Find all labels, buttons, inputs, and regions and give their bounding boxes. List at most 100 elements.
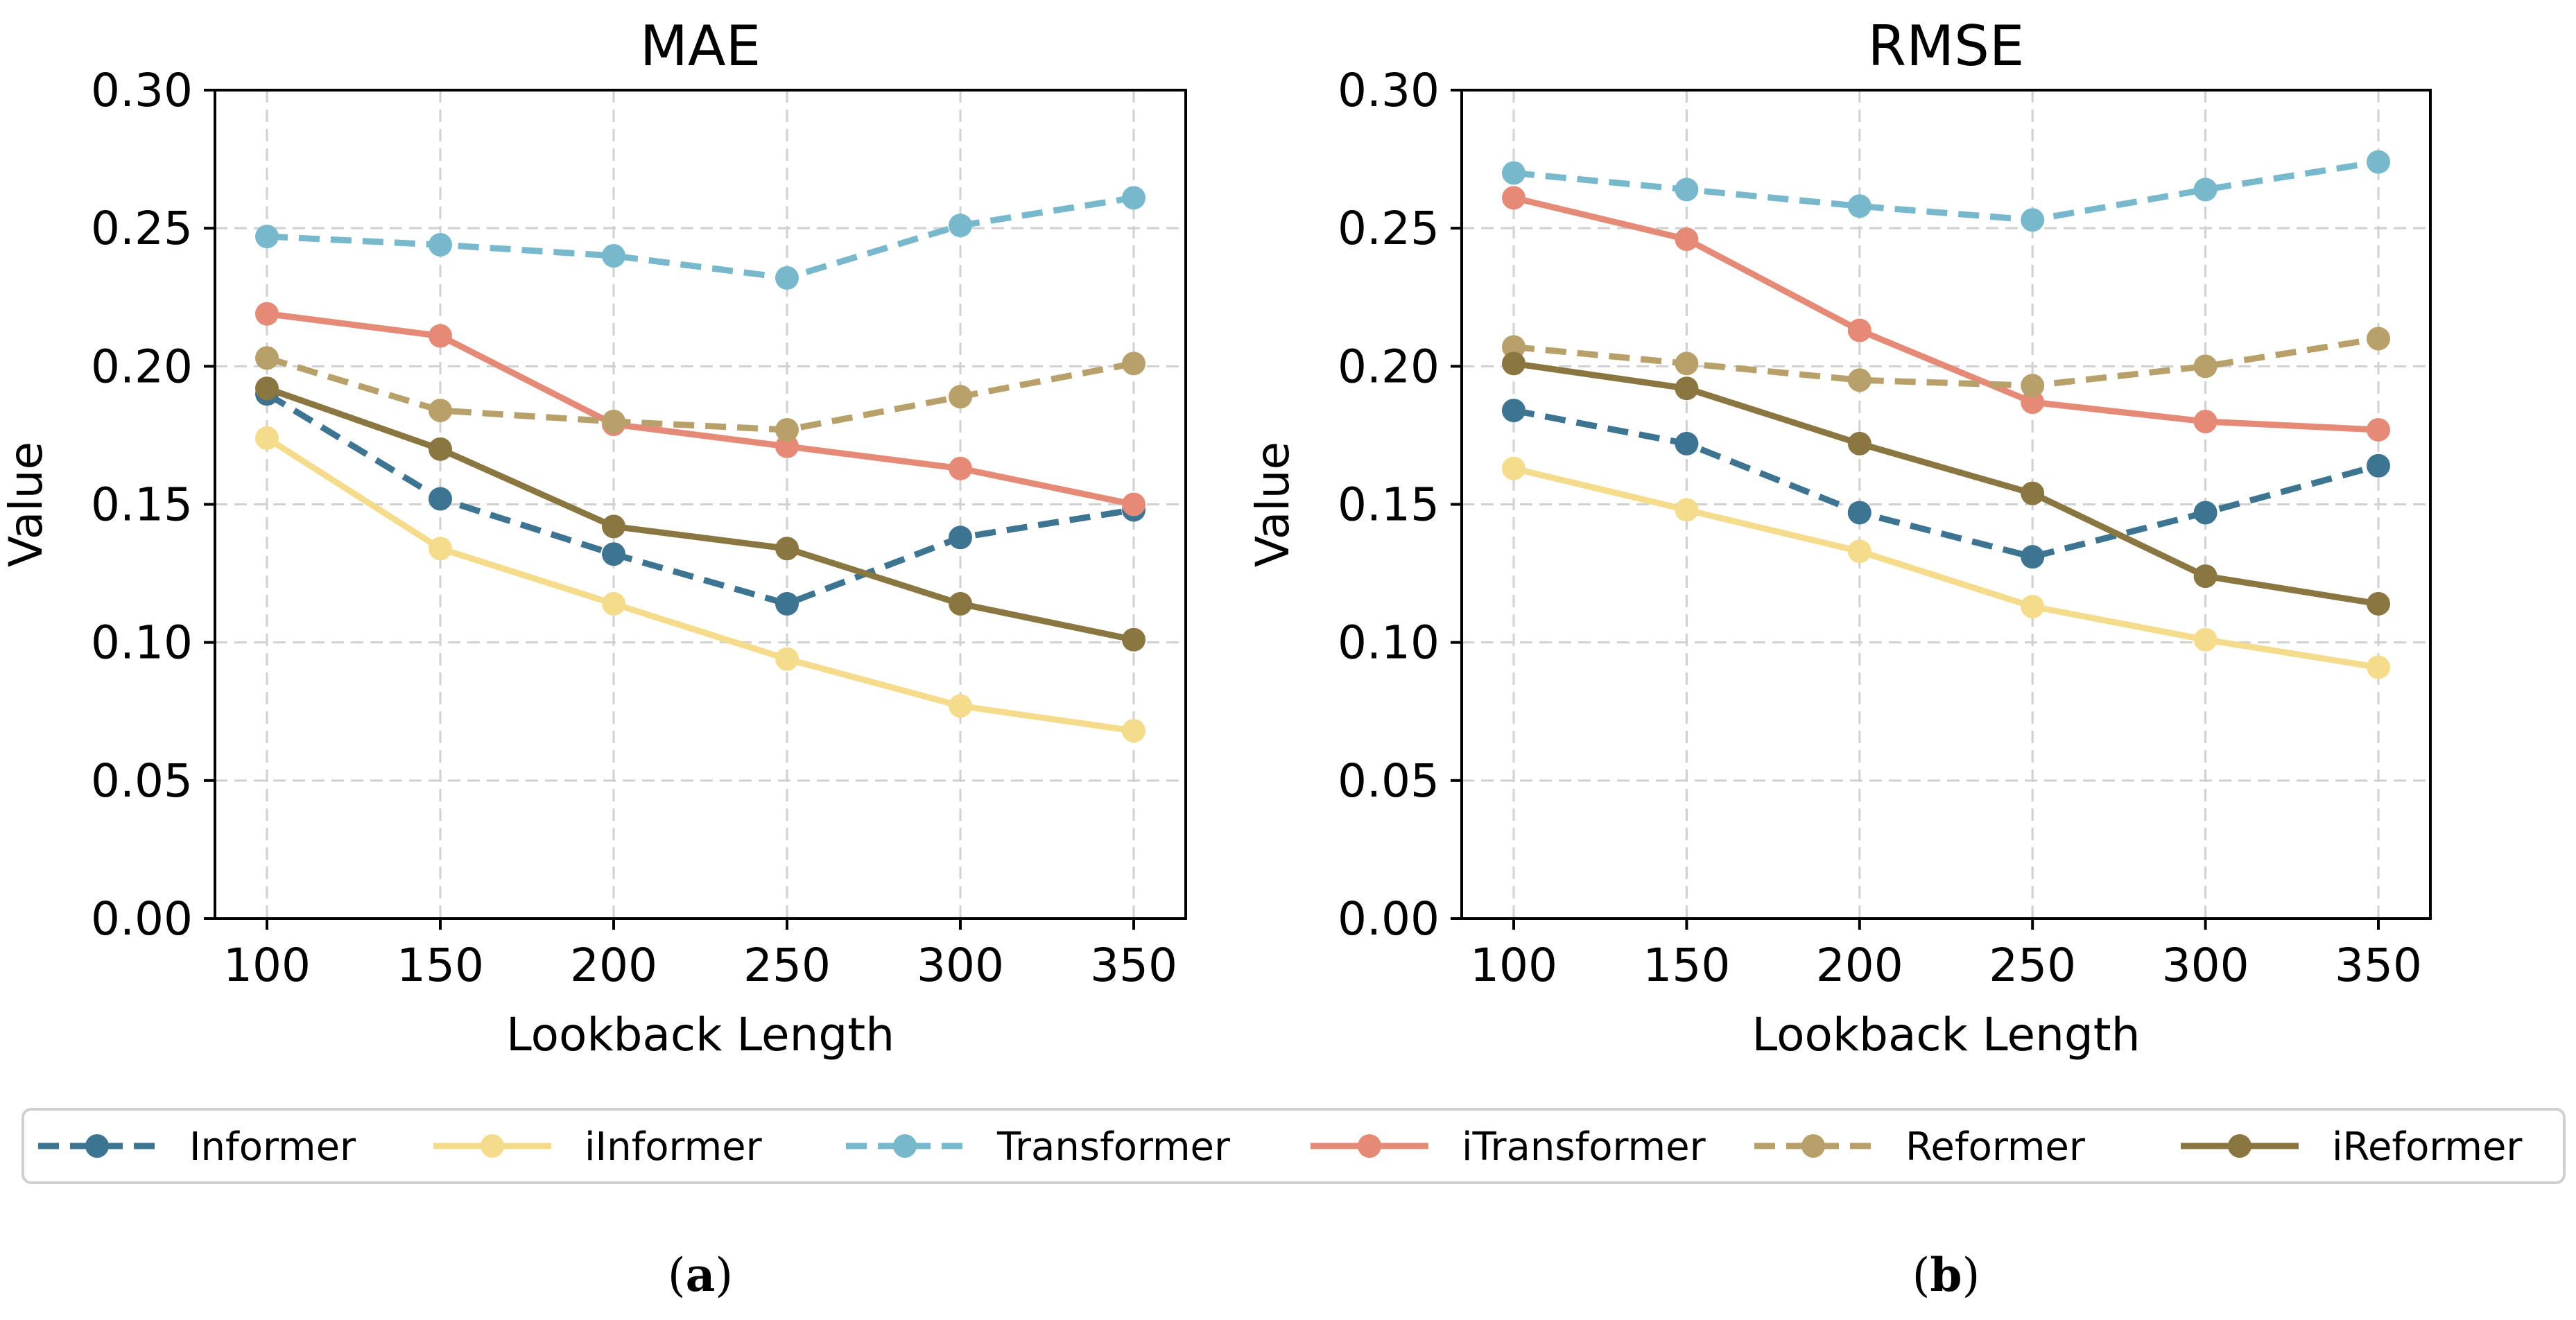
data-point-iinformer [602,591,625,616]
data-point-iinformer [2021,594,2045,618]
data-point-reformer [2021,374,2045,398]
legend-box [21,1108,2566,1184]
x-tick-label: 150 [397,939,484,992]
data-point-reformer [602,410,625,433]
series-line-ireformer [1513,360,2379,607]
data-point-transformer [2193,177,2218,202]
series-group [255,186,1146,743]
data-point-transformer [775,266,799,290]
x-tick-label: 250 [743,939,831,992]
x-tick-label: 100 [1470,939,1557,992]
legend-marker-itransformer [1358,1134,1381,1158]
panel-caption: (b) [1912,1248,1980,1302]
legend-label-informer: Informer [189,1124,356,1170]
y-tick-label: 0.05 [91,754,193,808]
y-tick-label: 0.25 [91,202,193,255]
series-line-transformer [266,194,1134,281]
x-axis-label: Lookback Length [506,1008,894,1061]
data-point-informer [429,487,452,511]
data-point-ireformer [429,437,452,461]
legend-label-ireformer: iReformer [2332,1124,2523,1170]
y-tick-label: 0.00 [1338,892,1440,946]
data-point-informer [1502,399,1525,423]
data-point-iinformer [1122,719,1146,743]
chart-panel-rmse: 100 150 200 250 300 350 0.00 0.05 0.10 0.15 0.20 0.… [1246,14,2432,1302]
data-point-ireformer [2021,481,2045,505]
series-line-transformer [1513,159,2379,223]
data-point-reformer [255,346,279,370]
legend-item-iinformer: iInformer [433,1124,763,1170]
data-point-itransformer [2193,410,2218,433]
y-tick-label: 0.20 [91,340,193,393]
legend-item-transformer: Transformer [846,1124,1231,1170]
legend-marker-iinformer [481,1134,504,1158]
y-tick-label: 0.30 [91,64,193,117]
data-point-informer [2367,453,2390,478]
data-point-transformer [2021,208,2045,232]
data-point-reformer [1675,351,1699,376]
data-point-reformer [1502,335,1525,359]
data-point-transformer [949,214,972,238]
data-point-ireformer [1502,351,1525,376]
data-point-itransformer [1122,492,1146,516]
data-point-itransformer [255,302,279,326]
series-itransformer [1502,186,2390,442]
data-point-ireformer [1675,376,1699,401]
x-tick-label: 350 [2335,939,2422,992]
y-tick-label: 0.00 [91,892,193,946]
data-point-ireformer [1122,627,1146,652]
chart-title: RMSE [1868,14,2025,78]
data-point-iinformer [949,694,972,718]
legend-label-iinformer: iInformer [585,1124,763,1170]
x-tick-label: 150 [1643,939,1730,992]
y-axis-label: Value [0,442,53,567]
series-line-reformer [1513,336,2379,389]
data-point-transformer [1122,186,1146,210]
x-tick-label: 100 [223,939,311,992]
y-tick-label: 0.15 [1338,478,1440,532]
y-tick-label: 0.05 [1338,754,1440,808]
legend-item-informer: Informer [38,1124,356,1170]
data-point-ireformer [255,376,279,401]
data-point-ireformer [2193,564,2218,589]
series-transformer [1502,150,2390,232]
data-point-transformer [429,233,452,257]
data-point-iinformer [1675,498,1699,522]
legend-item-itransformer: iTransformer [1311,1124,1706,1170]
data-point-ireformer [2367,591,2390,616]
chart-title: MAE [640,14,761,78]
data-point-iinformer [775,647,799,671]
data-point-transformer [1502,161,1525,185]
data-point-itransformer [2367,417,2390,442]
data-point-transformer [1847,194,1872,218]
data-point-informer [1847,501,1872,525]
y-tick-label: 0.20 [1338,340,1440,393]
data-point-ireformer [602,514,625,539]
series-itransformer [255,302,1146,516]
data-point-reformer [2193,354,2218,379]
data-point-informer [2021,545,2045,569]
data-point-itransformer [2021,390,2045,415]
x-tick-label: 200 [570,939,657,992]
chart-panels: 100 150 200 250 300 350 0.00 0.05 0.10 0.15 0.20 0.… [0,14,2432,1302]
data-point-transformer [602,244,625,268]
y-tick-label: 0.10 [1338,616,1440,670]
series-line-reformer [266,355,1134,433]
data-point-itransformer [429,324,452,348]
y-axis-label: Value [1246,442,1299,567]
data-point-iinformer [429,537,452,561]
data-point-itransformer [775,434,799,458]
series-ireformer [1502,351,2390,616]
legend-label-reformer: Reformer [1905,1124,2086,1170]
data-point-itransformer [1675,227,1699,252]
data-point-informer [602,542,625,566]
x-axis-label: Lookback Length [1752,1008,2140,1061]
data-point-informer [1675,431,1699,455]
series-reformer [1502,327,2390,398]
series-line-iinformer [1512,465,2379,670]
data-point-iinformer [2193,627,2218,652]
panel-caption: (a) [668,1248,733,1302]
x-tick-label: 350 [1090,939,1177,992]
legend-marker-ireformer [2228,1134,2251,1158]
